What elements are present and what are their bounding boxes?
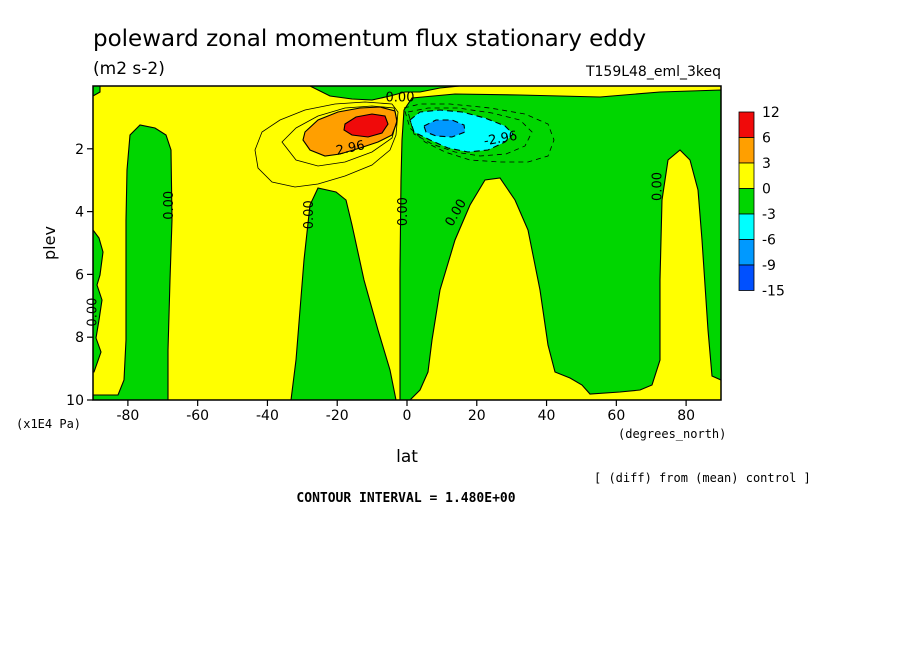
run-id-label: T159L48_eml_3keq	[585, 64, 721, 80]
contour-label: -2.96	[483, 129, 519, 150]
colorbar-label: 6	[762, 131, 771, 147]
y-tick-label: 8	[75, 330, 84, 346]
contour-label: 0.00	[162, 191, 177, 220]
colorbar-swatch	[738, 188, 755, 215]
region-green-top-west	[93, 86, 101, 97]
x-tick-label: 0	[403, 408, 412, 424]
contour-interval-label: CONTOUR INTERVAL = 1.480E+00	[296, 491, 515, 506]
y-tick-label: 10	[66, 393, 84, 409]
y-tick-label: 6	[75, 267, 84, 283]
units-label: (m2 s-2)	[93, 59, 165, 79]
x-tick-label: 80	[677, 408, 695, 424]
y-tick-label: 4	[75, 205, 84, 221]
x-tick-label: -80	[116, 408, 139, 424]
contour-field	[93, 86, 721, 400]
contour-line-positive-outer	[254, 101, 399, 188]
colorbar: 12 6 3 0 -3 -6 -9 -15	[738, 105, 785, 300]
colorbar-swatch	[738, 111, 755, 138]
x-tick-label: -60	[186, 408, 209, 424]
contour-label: 2.96	[335, 138, 366, 159]
colorbar-swatch	[738, 239, 755, 266]
x-tick-label: -40	[256, 408, 279, 424]
colorbar-label: 3	[762, 156, 771, 172]
x-tick-label: -20	[326, 408, 349, 424]
y-axis-label: plev	[40, 226, 59, 260]
colorbar-label: -9	[762, 258, 776, 274]
colorbar-swatch	[738, 162, 755, 189]
contour-label: 0.00	[386, 91, 415, 106]
colorbar-label: -15	[762, 284, 785, 300]
region-green-center	[399, 89, 721, 400]
region-sky	[423, 119, 466, 138]
colorbar-label: 0	[762, 182, 771, 198]
colorbar-swatch	[738, 213, 755, 240]
x-axis-label: lat	[396, 447, 418, 467]
colorbar-label: -6	[762, 233, 776, 249]
region-green-south-60	[93, 124, 173, 400]
region-red	[343, 113, 389, 138]
x-axis-units: (degrees_north)	[618, 427, 726, 441]
contour-line-negative-outer	[403, 103, 555, 163]
contour-label: 0.00	[302, 200, 317, 229]
colorbar-label: -3	[762, 207, 776, 223]
axes: -80 -60 -40 -20 0 20 40 60 80 2 4 6 8 10	[66, 142, 695, 424]
colorbar-swatch	[738, 264, 755, 291]
chart-title: poleward zonal momentum flux stationary …	[93, 26, 646, 52]
y-tick-label: 2	[75, 142, 84, 158]
contour-line-negative-mid	[407, 107, 533, 157]
colorbar-label: 12	[762, 105, 780, 121]
diff-note: [ (diff) from (mean) control ]	[594, 471, 811, 485]
contour-label: 0.00	[396, 197, 411, 226]
colorbar-swatch	[738, 137, 755, 164]
x-tick-label: 60	[607, 408, 625, 424]
contour-label: 0.00	[651, 172, 666, 201]
contour-line-positive-mid	[281, 105, 398, 167]
region-green-south-30	[290, 187, 397, 400]
x-tick-label: 40	[538, 408, 556, 424]
region-green-polar-south	[93, 229, 104, 373]
region-green-top	[309, 86, 461, 101]
x-tick-label: 20	[468, 408, 486, 424]
y-axis-units: (x1E4 Pa)	[16, 417, 81, 431]
